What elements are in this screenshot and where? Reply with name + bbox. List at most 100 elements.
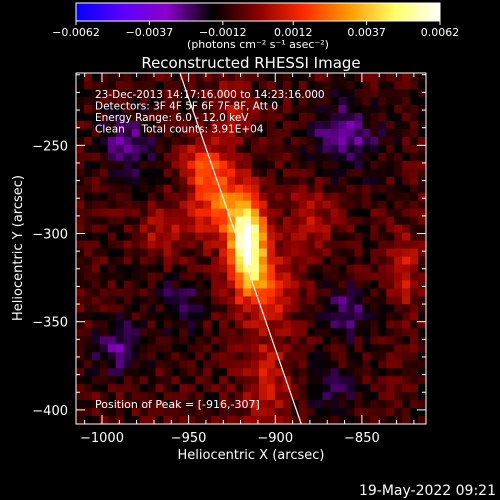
heatmap-cell bbox=[306, 248, 316, 258]
heatmap-cell bbox=[203, 256, 212, 266]
heatmap-cell bbox=[314, 256, 324, 266]
heatmap-cell bbox=[290, 128, 300, 138]
heatmap-cell bbox=[227, 176, 236, 186]
heatmap-cell bbox=[131, 304, 141, 313]
heatmap-cell bbox=[394, 136, 403, 146]
heatmap-cell bbox=[195, 288, 204, 297]
heatmap-cell bbox=[274, 344, 284, 353]
heatmap-cell bbox=[219, 168, 228, 178]
heatmap-cell bbox=[402, 336, 411, 345]
heatmap-cell bbox=[76, 304, 85, 313]
heatmap-cell bbox=[99, 296, 109, 305]
heatmap-cell bbox=[195, 144, 204, 154]
heatmap-cell bbox=[282, 224, 292, 234]
heatmap-cell bbox=[211, 120, 220, 130]
heatmap-cell bbox=[123, 224, 133, 234]
heatmap-cell bbox=[386, 128, 395, 138]
heatmap-cell bbox=[99, 288, 109, 297]
heatmap-cell bbox=[386, 168, 395, 178]
heatmap-cell bbox=[346, 408, 356, 417]
heatmap-cell bbox=[251, 120, 260, 130]
heatmap-cell bbox=[147, 408, 157, 417]
heatmap-cell bbox=[378, 368, 387, 377]
heatmap-cell bbox=[99, 73, 109, 82]
heatmap-cell bbox=[266, 392, 276, 401]
heatmap-cell bbox=[266, 256, 276, 266]
heatmap-cell bbox=[298, 144, 308, 154]
heatmap-cell bbox=[107, 264, 117, 274]
heatmap-cell bbox=[362, 176, 371, 186]
heatmap-cell bbox=[410, 152, 419, 162]
heatmap-cell bbox=[282, 192, 292, 202]
heatmap-cell bbox=[338, 200, 348, 210]
heatmap-cell bbox=[211, 352, 220, 361]
heatmap-cell bbox=[91, 240, 101, 250]
heatmap-cell bbox=[418, 128, 426, 138]
heatmap-cell bbox=[258, 288, 268, 297]
heatmap-cell bbox=[219, 120, 228, 130]
heatmap-cell bbox=[155, 224, 165, 234]
heatmap-cell bbox=[386, 80, 395, 90]
heatmap-cell bbox=[251, 400, 260, 409]
heatmap-cell bbox=[219, 112, 228, 122]
heatmap-cell bbox=[107, 392, 117, 401]
heatmap-cell bbox=[115, 160, 125, 170]
heatmap-cell bbox=[274, 368, 284, 377]
heatmap-cell bbox=[386, 352, 395, 361]
heatmap-cell bbox=[139, 224, 149, 234]
heatmap-cell bbox=[155, 264, 165, 274]
heatmap-cell bbox=[203, 96, 212, 106]
heatmap-cell bbox=[306, 400, 316, 409]
heatmap-cell bbox=[362, 392, 371, 401]
heatmap-cell bbox=[115, 208, 125, 218]
heatmap-cell bbox=[282, 128, 292, 138]
heatmap-cell bbox=[378, 256, 387, 266]
heatmap-cell bbox=[187, 336, 196, 345]
heatmap-cell bbox=[314, 176, 324, 186]
heatmap-cell bbox=[163, 216, 173, 226]
heatmap-cell bbox=[370, 376, 379, 385]
heatmap-cell bbox=[298, 184, 308, 194]
heatmap-cell bbox=[394, 176, 403, 186]
heatmap-cell bbox=[107, 384, 117, 393]
heatmap-cell bbox=[314, 160, 324, 170]
heatmap-cell bbox=[290, 296, 300, 305]
heatmap-cell bbox=[139, 328, 149, 337]
heatmap-cell bbox=[107, 120, 117, 130]
heatmap-cell bbox=[282, 376, 292, 385]
heatmap-cell bbox=[378, 80, 387, 90]
heatmap-cell bbox=[322, 184, 332, 194]
heatmap-cell bbox=[298, 160, 308, 170]
heatmap-cell bbox=[370, 80, 379, 90]
heatmap-cell bbox=[298, 240, 308, 250]
heatmap-cell bbox=[402, 120, 411, 130]
heatmap-cell bbox=[251, 408, 260, 417]
heatmap-cell bbox=[123, 144, 133, 154]
heatmap-cell bbox=[290, 152, 300, 162]
heatmap-cell bbox=[258, 192, 268, 202]
heatmap-cell bbox=[219, 384, 228, 393]
heatmap-cell bbox=[123, 200, 133, 210]
heatmap-cell bbox=[306, 344, 316, 353]
heatmap-cell bbox=[187, 264, 196, 274]
heatmap-cell bbox=[203, 400, 212, 409]
heatmap-cell bbox=[386, 400, 395, 409]
heatmap-cell bbox=[402, 264, 411, 274]
heatmap-cell bbox=[243, 88, 252, 98]
heatmap-cell bbox=[370, 160, 379, 170]
heatmap-cell bbox=[282, 208, 292, 218]
heatmap-cell bbox=[314, 328, 324, 337]
heatmap-cell bbox=[187, 408, 196, 417]
heatmap-cell bbox=[235, 128, 244, 138]
heatmap-cell bbox=[251, 80, 260, 90]
heatmap-cell bbox=[235, 336, 244, 345]
heatmap-cell bbox=[306, 416, 316, 424]
heatmap-cell bbox=[211, 184, 220, 194]
heatmap-cell bbox=[362, 112, 371, 122]
heatmap-cell bbox=[91, 104, 101, 114]
heatmap-cell bbox=[394, 256, 403, 266]
heatmap-cell bbox=[298, 176, 308, 186]
heatmap-cell bbox=[107, 352, 117, 361]
heatmap-cell bbox=[179, 296, 188, 305]
heatmap-cell bbox=[378, 336, 387, 345]
